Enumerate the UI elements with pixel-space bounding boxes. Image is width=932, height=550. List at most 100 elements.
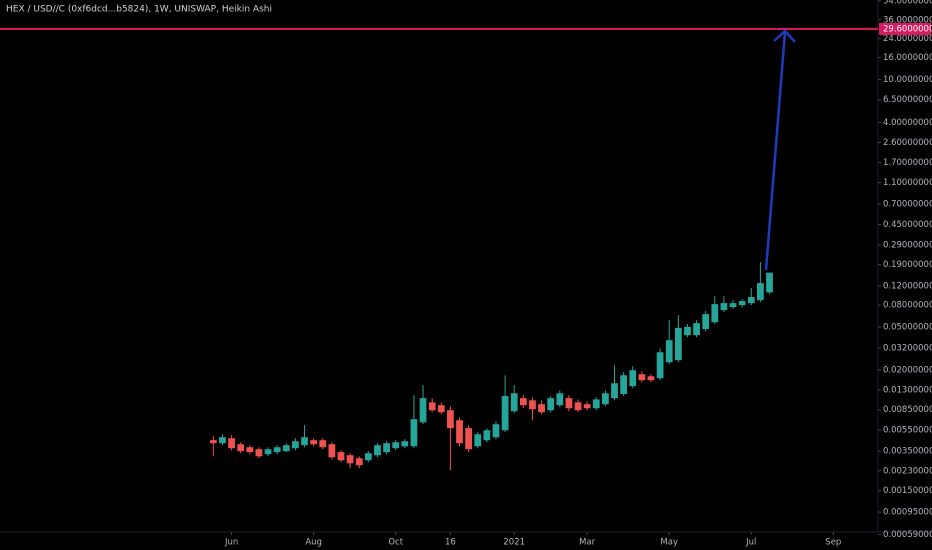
candle-body	[337, 452, 345, 461]
candle-body	[757, 283, 764, 301]
candle-body	[401, 441, 409, 447]
candle-body	[237, 444, 245, 452]
candle-body	[492, 424, 500, 438]
candle-body	[665, 340, 673, 363]
candle-body	[510, 393, 518, 412]
price-label-box	[879, 22, 931, 35]
arrow	[764, 31, 787, 271]
candle-body	[364, 453, 372, 461]
chart-title: HEX / USD//C (0xf6dcd...b5824), 1W, UNIS…	[6, 5, 272, 15]
candle-body	[483, 430, 491, 441]
y-tick-label: 0.00095000	[883, 508, 932, 518]
candle-body	[219, 437, 226, 444]
candle-body	[246, 447, 254, 453]
candle-body	[647, 376, 655, 381]
candle-body	[228, 438, 235, 449]
plot	[209, 262, 773, 471]
candle-body	[264, 449, 272, 455]
y-tick-label: 1.10000000	[883, 178, 932, 188]
candle-body	[602, 393, 609, 405]
candle-body	[310, 440, 318, 445]
candle-body	[592, 399, 600, 409]
candle-body	[638, 374, 646, 381]
x-tick-label: 16	[445, 538, 456, 548]
candle-body	[319, 440, 327, 448]
candle-body	[374, 445, 381, 456]
candle-body	[766, 272, 773, 293]
x-tick-label: Jun	[224, 538, 238, 548]
candle-body	[565, 398, 573, 409]
candle-body	[456, 420, 463, 444]
y-tick-label: 0.08000000	[883, 301, 932, 311]
candle-body	[355, 458, 363, 466]
candle-body	[574, 402, 582, 411]
candle-body	[556, 393, 564, 406]
y-tick-label: 2.60000000	[883, 138, 932, 148]
candle-body	[301, 437, 308, 446]
candle-body	[282, 445, 290, 452]
y-tick-label: 24.00000000	[883, 34, 932, 44]
candle-body	[702, 314, 710, 330]
y-tick-label: 0.00230000	[883, 466, 932, 476]
candle-body	[629, 370, 637, 387]
candle-body	[747, 297, 755, 304]
y-tick-label: 4.00000000	[883, 118, 932, 128]
candle-body	[656, 352, 664, 379]
y-tick-label: 0.00550000	[883, 426, 932, 436]
candle-body	[410, 419, 418, 447]
y-tick-label: 0.45000000	[883, 220, 932, 230]
candle-body	[428, 402, 436, 411]
candle-body	[437, 405, 445, 413]
candle-body	[447, 410, 454, 429]
price-label: 29.60000000	[883, 24, 932, 34]
candle-body	[529, 400, 536, 410]
candle-body	[738, 301, 746, 306]
candle-body	[684, 326, 691, 336]
x-tick-label: May	[660, 538, 678, 548]
candle-body	[674, 327, 682, 361]
candle-body	[474, 434, 482, 447]
candle-body	[547, 398, 555, 411]
y-tick-label: 0.00150000	[883, 486, 932, 496]
y-tick-label: 10.00000000	[883, 75, 932, 85]
candle-body	[620, 375, 627, 395]
y-tick-label: 0.01300000	[883, 385, 932, 395]
y-tick-label: 0.02000000	[883, 365, 932, 375]
y-tick-label: 36.00000000	[883, 15, 932, 25]
y-tick-label: 16.00000000	[883, 53, 932, 63]
y-tick-label: 6.50000000	[883, 95, 932, 105]
y-tick-label: 0.70000000	[883, 199, 932, 209]
x-tick-label: Sep	[825, 538, 841, 548]
y-tick-label: 1.70000000	[883, 158, 932, 168]
candle-body	[419, 398, 427, 423]
candle-body	[328, 444, 336, 458]
candle-body	[273, 447, 281, 453]
candle-body	[292, 441, 299, 449]
candle-body	[392, 442, 400, 449]
candle-body	[255, 449, 263, 457]
arrow-head	[773, 29, 796, 43]
candle-body	[501, 396, 509, 431]
x-tick-label: 2021	[503, 538, 525, 548]
y-tick-label: 0.05000000	[883, 323, 932, 333]
candle-body	[209, 440, 217, 444]
y-tick-label: 0.00059000	[883, 530, 932, 540]
candle-body	[711, 304, 719, 323]
candle-body	[720, 303, 728, 311]
y-tick-label: 0.29000000	[883, 240, 932, 250]
candle-body	[346, 455, 354, 464]
y-tick-label: 54.00000000	[883, 0, 932, 6]
x-tick-label: Aug	[305, 538, 322, 548]
y-tick-label: 0.19000000	[883, 260, 932, 270]
candle-body	[693, 323, 700, 336]
y-tick-label: 0.00850000	[883, 405, 932, 415]
candle-body	[583, 404, 591, 409]
x-tick-label: Mar	[579, 538, 596, 548]
y-tick-label: 0.00350000	[883, 447, 932, 457]
candle-body	[519, 398, 527, 406]
candle-body	[383, 443, 390, 453]
x-tick-label: Jul	[745, 538, 756, 548]
candle-body	[465, 428, 473, 450]
y-tick-label: 0.03200000	[883, 343, 932, 353]
